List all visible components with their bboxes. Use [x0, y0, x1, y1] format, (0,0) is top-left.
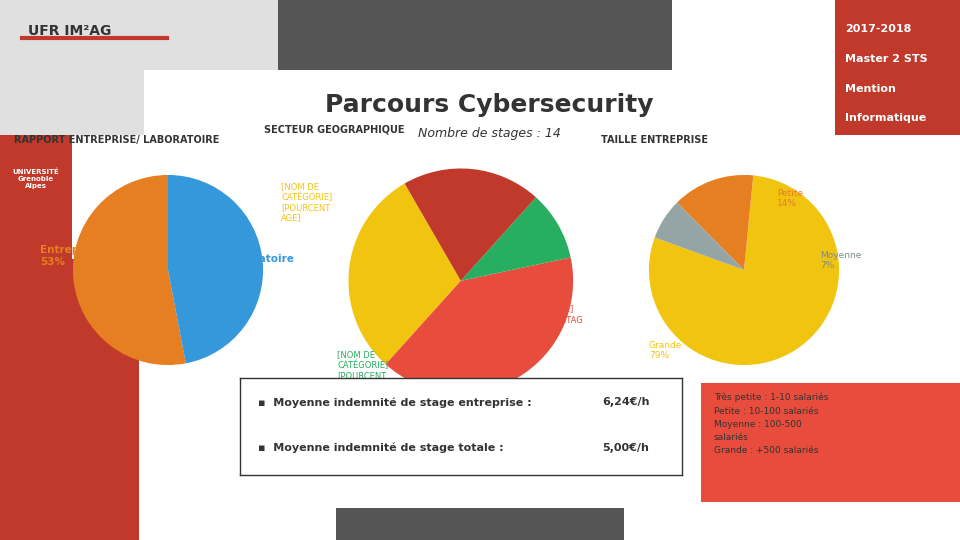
Text: RAPPORT ENTREPRISE/ LABORATOIRE: RAPPORT ENTREPRISE/ LABORATOIRE: [13, 135, 219, 145]
Text: 2017-2018: 2017-2018: [845, 24, 912, 35]
Text: Informatique: Informatique: [845, 113, 926, 124]
Wedge shape: [461, 197, 570, 281]
Text: ▪  Moyenne indemnité de stage entreprise :: ▪ Moyenne indemnité de stage entreprise …: [257, 397, 531, 408]
Text: 5,00€/h: 5,00€/h: [602, 443, 649, 453]
Wedge shape: [404, 168, 536, 281]
Text: Entreprise
53%: Entreprise 53%: [39, 245, 101, 267]
Text: Petite
14%: Petite 14%: [778, 189, 804, 208]
Text: Master 2 STS: Master 2 STS: [845, 54, 927, 64]
Text: Mention: Mention: [845, 84, 896, 94]
Wedge shape: [655, 202, 744, 270]
Text: [NOM DE
CATÉGORIE]
[POURCENT
AGE]: [NOM DE CATÉGORIE] [POURCENT AGE]: [337, 350, 389, 391]
Text: Nombre de stages : 14: Nombre de stages : 14: [419, 127, 561, 140]
Wedge shape: [649, 176, 839, 365]
Text: UFR IM²AG: UFR IM²AG: [28, 24, 111, 38]
Text: Très petite : 1-10 salariés
Petite : 10-100 salariés
Moyenne : 100-500
salariés
: Très petite : 1-10 salariés Petite : 10-…: [713, 393, 828, 455]
Text: 6,24€/h: 6,24€/h: [602, 397, 650, 407]
Wedge shape: [677, 175, 754, 270]
Wedge shape: [73, 175, 186, 365]
Wedge shape: [348, 184, 461, 364]
Text: TAILLE ENTREPRISE: TAILLE ENTREPRISE: [601, 135, 708, 145]
Text: [NOM DE
CATÉGORIE]
[POURCENTAG
E]: [NOM DE CATÉGORIE] [POURCENTAG E]: [522, 294, 584, 335]
Text: Laboratoire
47%: Laboratoire 47%: [225, 254, 294, 276]
Wedge shape: [386, 258, 573, 393]
Text: Grande
79%: Grande 79%: [649, 341, 683, 361]
Text: SECTEUR GEOGRAPHIQUE: SECTEUR GEOGRAPHIQUE: [264, 124, 405, 134]
Text: ▪  Moyenne indemnité de stage totale :: ▪ Moyenne indemnité de stage totale :: [257, 443, 503, 453]
Text: UNIVERSITÉ
Grenoble
Alpes: UNIVERSITÉ Grenoble Alpes: [12, 168, 60, 189]
Text: [NOM DE
CATÉGORIE]
[POURCENT
AGE]: [NOM DE CATÉGORIE] [POURCENT AGE]: [281, 182, 332, 222]
Text: Parcours Cybersecurity: Parcours Cybersecurity: [325, 93, 654, 117]
Text: Moyenne
7%: Moyenne 7%: [820, 251, 861, 270]
Wedge shape: [168, 175, 263, 363]
